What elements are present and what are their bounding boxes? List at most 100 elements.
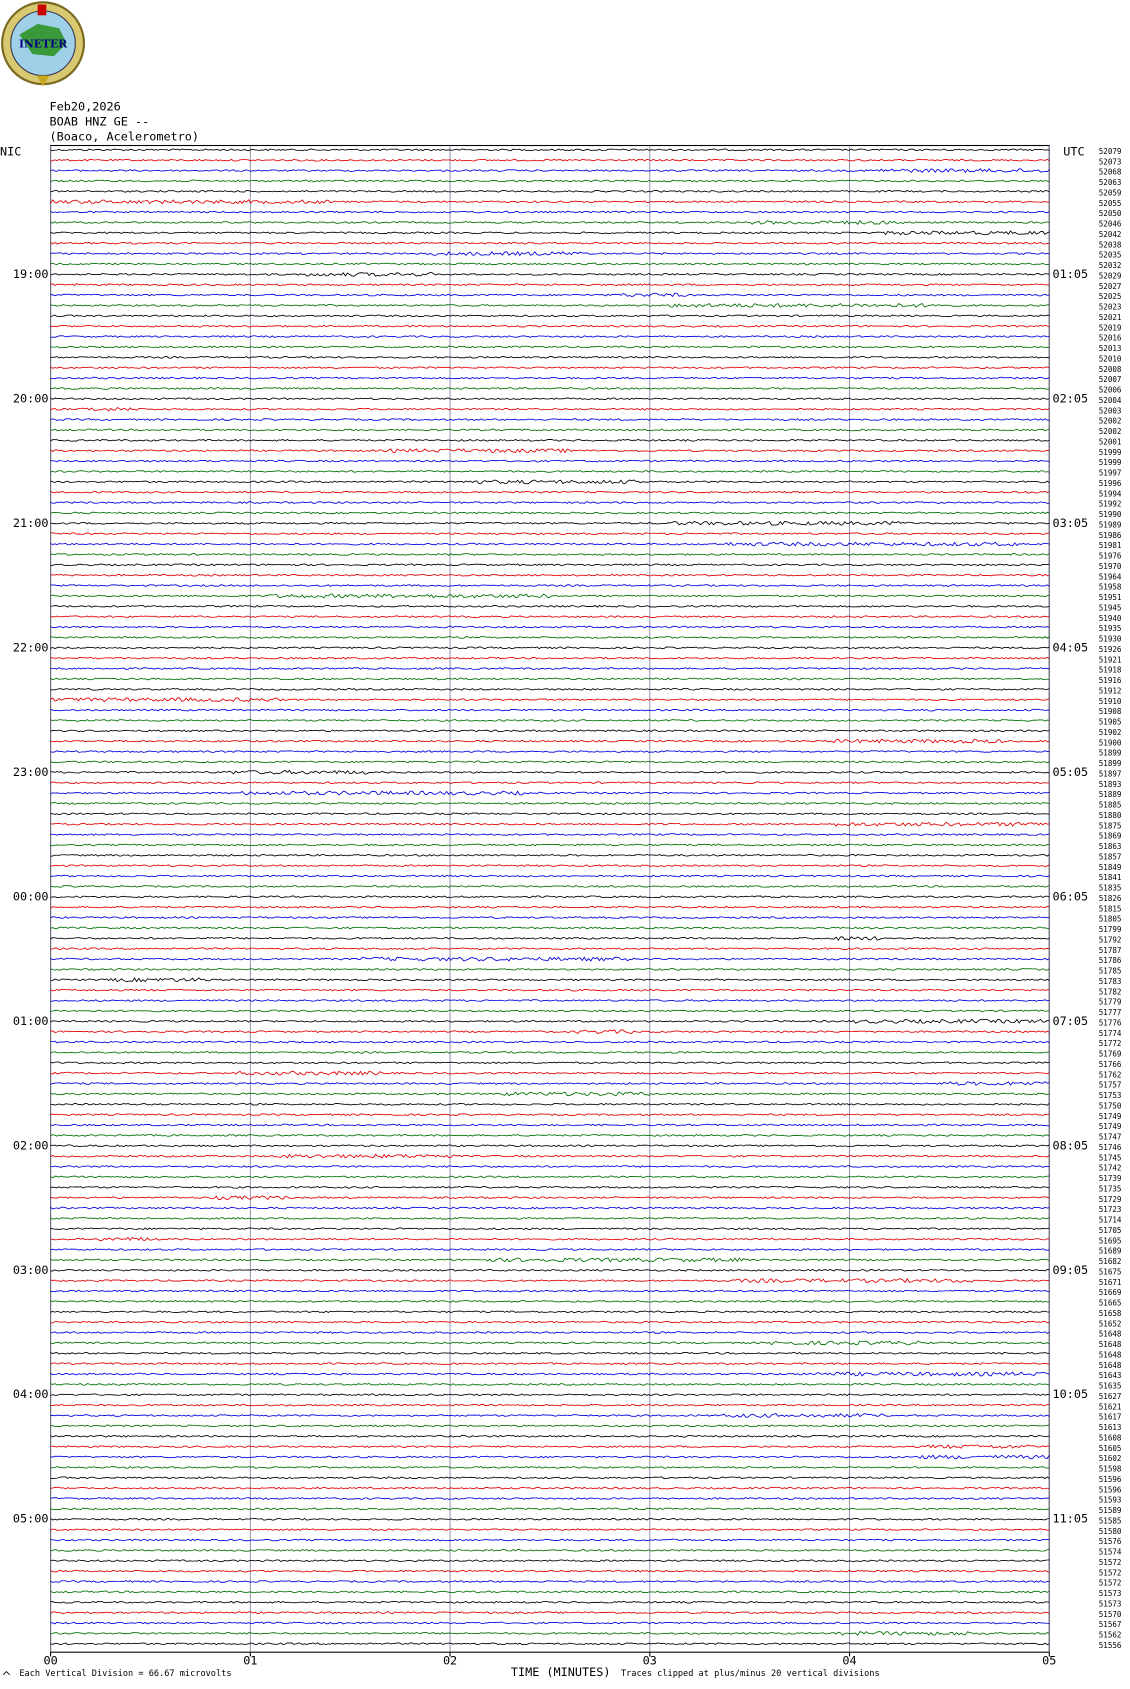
trace (50, 1091, 1050, 1097)
trace-count: 52002 (1099, 417, 1122, 426)
trace (50, 1144, 1050, 1148)
trace-count: 52035 (1099, 251, 1122, 260)
trace (50, 1631, 1050, 1636)
logo-point (36, 75, 50, 87)
trace-count: 51990 (1099, 510, 1122, 519)
trace-count: 51562 (1099, 1631, 1122, 1640)
trace (50, 1371, 1050, 1377)
utc-hour: 02:05 (1053, 391, 1089, 405)
trace-count: 51723 (1099, 1205, 1122, 1214)
utc-hour: 10:05 (1053, 1387, 1089, 1401)
trace (50, 563, 1050, 567)
trace (50, 1517, 1050, 1521)
trace-count: 51835 (1099, 884, 1122, 893)
trace-count: 51935 (1099, 624, 1122, 633)
trace (50, 926, 1050, 930)
trace-count: 51593 (1099, 1496, 1122, 1505)
trace-count: 51747 (1099, 1133, 1122, 1142)
trace-count: 51746 (1099, 1143, 1122, 1152)
trace (50, 1310, 1050, 1314)
trace (50, 1081, 1050, 1086)
trace-count: 52055 (1099, 199, 1122, 208)
trace-count: 51782 (1099, 987, 1122, 996)
trace (50, 314, 1050, 318)
trace-count: 51989 (1099, 520, 1122, 529)
x-axis-label: TIME (MINUTES) (511, 1665, 611, 1679)
trace-count: 51705 (1099, 1226, 1122, 1235)
trace (50, 843, 1050, 847)
trace (50, 1206, 1050, 1210)
trace-count: 51567 (1099, 1620, 1122, 1629)
trace (50, 168, 1050, 174)
trace (50, 387, 1050, 390)
trace-count: 52042 (1099, 230, 1122, 239)
trace-count: 51783 (1099, 977, 1122, 986)
local-hour: 20:00 (13, 391, 49, 405)
trace-count: 51682 (1099, 1257, 1122, 1266)
trace-count: 51605 (1099, 1444, 1122, 1453)
trace (50, 241, 1050, 245)
trace-count: 52003 (1099, 406, 1122, 415)
trace (50, 802, 1050, 805)
trace (50, 1070, 1050, 1076)
trace (50, 448, 1050, 454)
trace-count: 51997 (1099, 469, 1122, 478)
trace-count: 51779 (1099, 998, 1122, 1007)
trace-count: 51608 (1099, 1433, 1122, 1442)
utc-hour: 09:05 (1053, 1263, 1089, 1277)
trace-count: 51648 (1099, 1330, 1122, 1339)
trace-count: 51598 (1099, 1465, 1122, 1474)
trace (50, 303, 1050, 308)
trace (50, 397, 1050, 401)
trace (50, 1548, 1050, 1552)
trace-count: 51570 (1099, 1610, 1122, 1619)
trace-count: 51999 (1099, 458, 1122, 467)
trace (50, 1153, 1050, 1159)
trace-count: 51757 (1099, 1081, 1122, 1090)
trace-count: 51869 (1099, 832, 1122, 841)
trace-count: 51769 (1099, 1050, 1122, 1059)
trace (50, 729, 1050, 733)
trace (50, 158, 1050, 162)
trace (50, 573, 1050, 577)
trace (50, 520, 1050, 526)
trace (50, 750, 1050, 753)
trace (50, 1134, 1050, 1137)
trace (50, 220, 1050, 225)
trace-count: 51964 (1099, 572, 1122, 581)
trace (50, 1559, 1050, 1563)
trace-count: 51785 (1099, 967, 1122, 976)
trace-count: 51815 (1099, 904, 1122, 913)
utc-hour: 08:05 (1053, 1138, 1089, 1152)
trace (50, 584, 1050, 587)
trace (50, 1580, 1050, 1583)
local-hour: 21:00 (13, 516, 49, 530)
trace (50, 667, 1050, 670)
logo: INETER (1, 1, 86, 87)
x-tick-label: 04 (842, 1653, 856, 1667)
utc-hour: 01:05 (1053, 267, 1089, 281)
trace (50, 853, 1050, 857)
trace (50, 1454, 1050, 1460)
trace (50, 292, 1050, 298)
trace-count: 51750 (1099, 1101, 1122, 1110)
trace-count: 51652 (1099, 1319, 1122, 1328)
trace-count: 51580 (1099, 1527, 1122, 1536)
trace-count: 51648 (1099, 1361, 1122, 1370)
trace-count: 51749 (1099, 1122, 1122, 1131)
utc-hour: 03:05 (1053, 516, 1089, 530)
trace-count: 51729 (1099, 1195, 1122, 1204)
trace-count: 51602 (1099, 1454, 1122, 1463)
trace (50, 1289, 1050, 1293)
trace (50, 1123, 1050, 1127)
trace-count: 51776 (1099, 1018, 1122, 1027)
trace-count: 51735 (1099, 1184, 1122, 1193)
trace-count: 51921 (1099, 655, 1122, 664)
trace (50, 1009, 1050, 1013)
trace-count: 51841 (1099, 873, 1122, 882)
trace-count: 51976 (1099, 552, 1122, 561)
trace-count: 51880 (1099, 811, 1122, 820)
trace (50, 366, 1050, 370)
trace (50, 335, 1050, 338)
